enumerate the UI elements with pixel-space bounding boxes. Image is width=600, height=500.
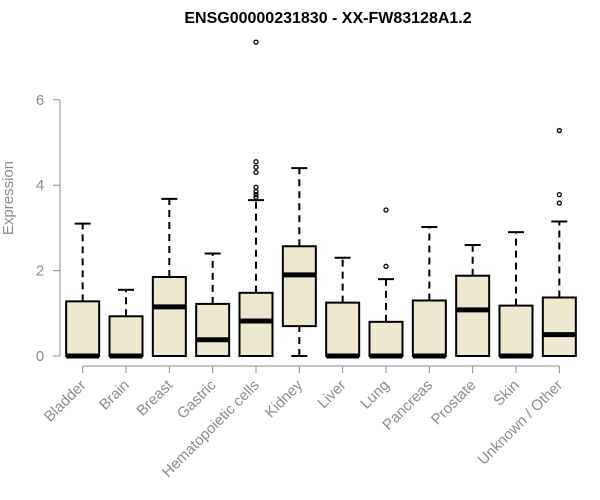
box-lung xyxy=(368,207,404,359)
y-tick-label: 2 xyxy=(36,263,44,280)
box-liver xyxy=(325,256,361,359)
box-rect xyxy=(368,320,404,357)
box-rect xyxy=(195,302,231,358)
box-rect xyxy=(151,276,187,358)
outlier-point xyxy=(383,263,389,269)
outlier-point xyxy=(253,188,259,195)
y-axis: 0 2 4 6 xyxy=(36,92,61,365)
x-tick-label: Prostate xyxy=(428,377,480,429)
y-tick-label: 0 xyxy=(36,348,44,365)
box-rect xyxy=(541,296,577,358)
box-pancreas xyxy=(411,226,447,359)
chart-title: ENSG00000231830 - XX-FW83128A1.2 xyxy=(184,10,471,27)
x-tick-label: Skin xyxy=(490,377,523,410)
box-prostate xyxy=(455,243,491,357)
outlier-point xyxy=(253,194,259,200)
outlier-point xyxy=(253,169,259,176)
x-tick-label: Lung xyxy=(357,377,393,413)
outlier-point xyxy=(253,39,259,45)
x-tick-label: Liver xyxy=(314,377,349,412)
box-kidney xyxy=(281,167,317,357)
outlier-point xyxy=(253,191,259,198)
box-unknown-other xyxy=(541,127,577,358)
y-tick-label: 4 xyxy=(36,177,44,194)
outlier-point xyxy=(556,127,562,134)
box-rect xyxy=(108,315,144,357)
outlier-point xyxy=(556,200,562,206)
box-rect xyxy=(281,245,317,328)
box-rect xyxy=(65,300,101,357)
box-gastric xyxy=(195,252,231,358)
box-breast xyxy=(151,197,187,358)
box-rect xyxy=(411,299,447,357)
outlier-point xyxy=(383,207,389,213)
box-rect xyxy=(238,291,274,357)
outlier-point xyxy=(556,191,562,198)
x-tick-label: Bladder xyxy=(41,377,90,426)
y-axis-label: Expression xyxy=(0,161,17,235)
box-rect xyxy=(455,274,491,357)
outlier-point xyxy=(253,164,259,170)
y-tick-label: 6 xyxy=(36,92,44,109)
box-brain xyxy=(108,288,144,359)
x-tick-label: Kidney xyxy=(262,376,307,421)
outlier-point xyxy=(253,184,259,190)
x-tick-label: Breast xyxy=(133,376,176,419)
box-rect xyxy=(498,304,534,358)
box-rect xyxy=(325,301,361,357)
box-skin xyxy=(498,231,534,359)
box-bladder xyxy=(65,222,101,359)
x-tick-label: Brain xyxy=(96,377,133,414)
box-group xyxy=(65,39,577,359)
outlier-point xyxy=(253,159,259,165)
box-hematopoietic-cells xyxy=(238,39,274,357)
